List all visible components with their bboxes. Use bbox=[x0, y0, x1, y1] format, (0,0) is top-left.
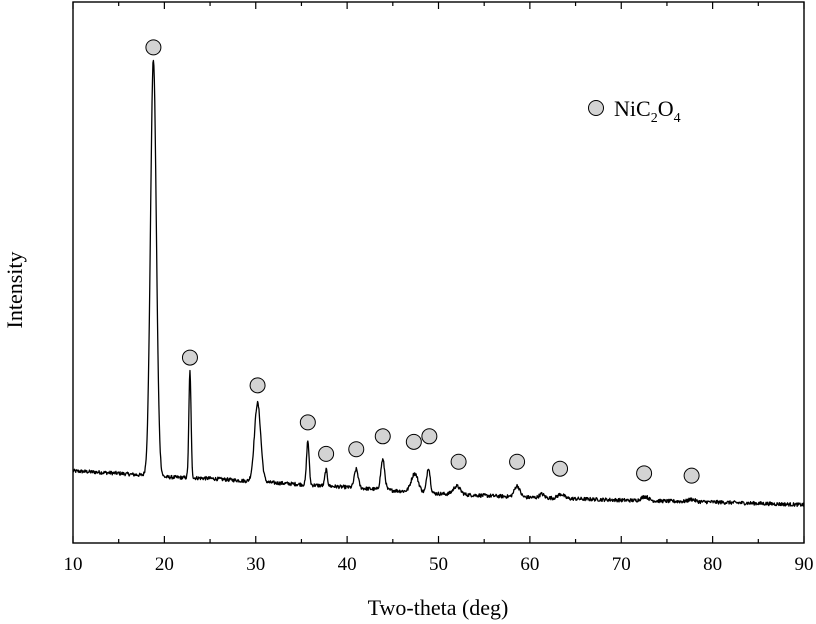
y-axis-title: Intensity bbox=[2, 252, 27, 329]
x-tick-label: 80 bbox=[703, 554, 722, 575]
peak-marker bbox=[348, 441, 365, 458]
x-tick-label: 30 bbox=[246, 554, 265, 575]
peak-markers bbox=[145, 39, 700, 484]
x-tick-label: 10 bbox=[64, 554, 83, 575]
x-tick-label: 40 bbox=[338, 554, 357, 575]
peak-marker bbox=[145, 39, 162, 56]
peak-marker bbox=[374, 428, 391, 445]
x-tick-label: 60 bbox=[520, 554, 539, 575]
x-tick-label: 90 bbox=[795, 554, 814, 575]
peak-marker bbox=[181, 349, 198, 366]
legend-label-part2: O bbox=[658, 96, 674, 121]
peak-marker bbox=[249, 377, 266, 394]
peak-marker bbox=[405, 433, 422, 450]
legend-label: NiC2O4 bbox=[614, 96, 681, 126]
x-axis-title: Two-theta (deg) bbox=[368, 595, 509, 620]
peak-marker bbox=[421, 428, 438, 445]
legend-subscript-2: 2 bbox=[651, 111, 658, 126]
peak-marker bbox=[636, 465, 653, 482]
x-tick-label: 70 bbox=[612, 554, 631, 575]
legend-subscript-4: 4 bbox=[674, 111, 681, 126]
legend-circle-marker bbox=[588, 100, 604, 116]
peak-marker bbox=[552, 460, 569, 477]
legend-label-part1: NiC bbox=[614, 96, 651, 121]
xrd-pattern-line bbox=[72, 59, 805, 508]
axis-ticks bbox=[72, 2, 805, 543]
legend: NiC2O4 bbox=[588, 96, 681, 126]
peak-marker bbox=[299, 414, 316, 431]
x-tick-label: 50 bbox=[429, 554, 448, 575]
peak-marker bbox=[450, 453, 467, 470]
x-tick-label: 20 bbox=[155, 554, 174, 575]
peak-marker bbox=[509, 453, 526, 470]
peak-marker bbox=[318, 445, 335, 462]
plot-frame bbox=[72, 1, 805, 544]
x-tick-labels: 10 20 30 40 50 60 70 80 90 bbox=[64, 554, 814, 575]
peak-marker bbox=[683, 467, 700, 484]
